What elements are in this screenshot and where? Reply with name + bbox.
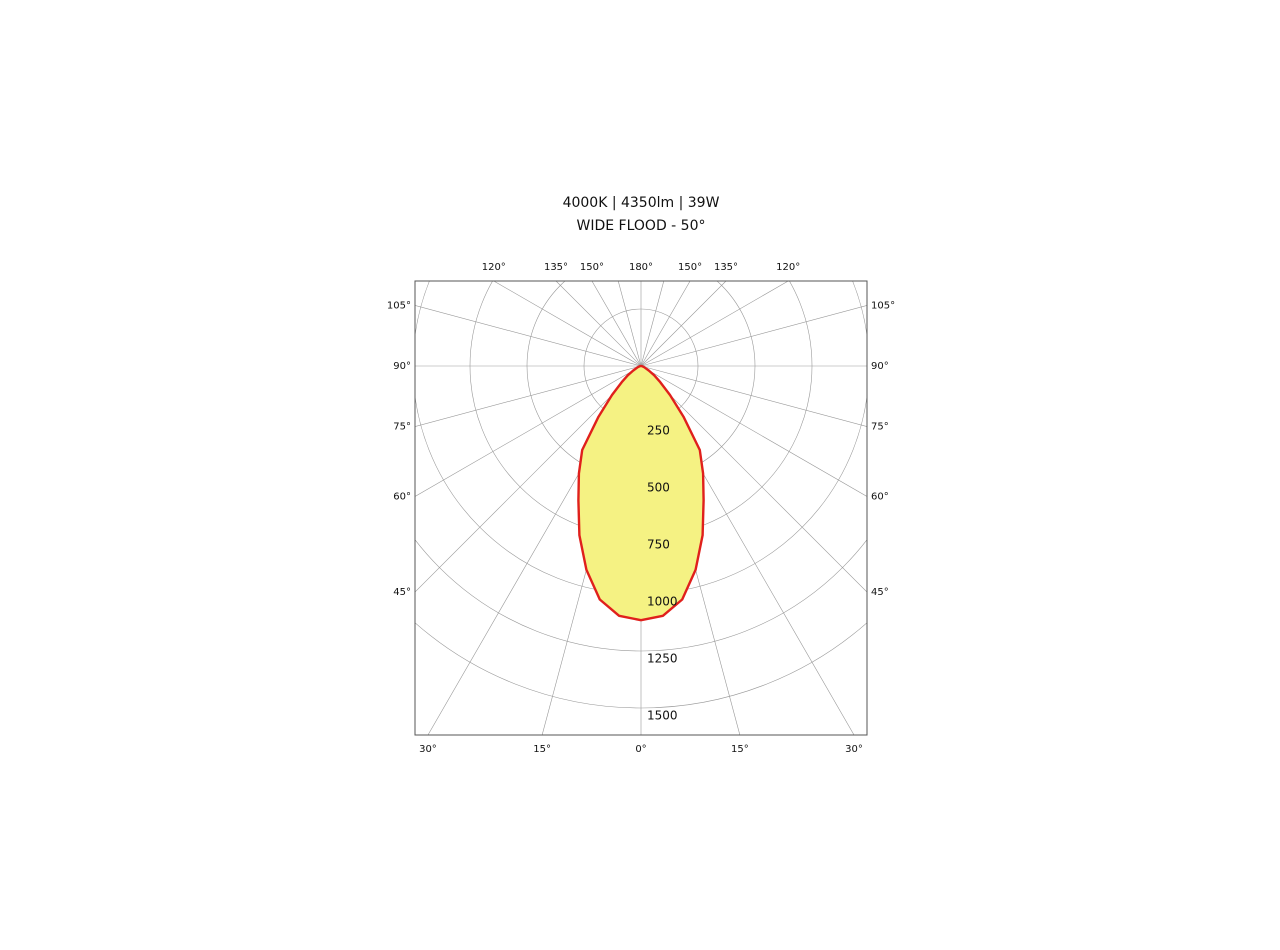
- r-tick-label: 1000: [647, 595, 678, 609]
- angle-label: 90°: [871, 361, 889, 372]
- angle-label: 0°: [635, 744, 646, 755]
- grid-ray: [555, 281, 642, 367]
- angle-label: 30°: [419, 744, 437, 755]
- angle-label: 105°: [871, 300, 895, 311]
- grid-ray: [640, 281, 727, 367]
- plot-frame: [414, 280, 868, 736]
- angle-label: 30°: [845, 744, 863, 755]
- chart-subtitle: WIDE FLOOD - 50°: [577, 218, 706, 234]
- chart-title: 4000K | 4350lm | 39W: [563, 195, 720, 211]
- angle-label: 180°: [629, 262, 653, 273]
- grid-ray: [415, 365, 642, 593]
- r-tick-label: 250: [647, 424, 670, 438]
- angle-label: 60°: [393, 491, 411, 502]
- r-tick-label: 500: [647, 481, 670, 495]
- angle-label: 45°: [393, 587, 411, 598]
- r-tick-label: 750: [647, 538, 670, 552]
- grid-ray: [415, 365, 642, 427]
- grid-ray: [640, 365, 867, 593]
- r-tick-label: 1250: [647, 652, 678, 666]
- grid-ray: [415, 305, 642, 367]
- r-tick-label: 1500: [647, 709, 678, 723]
- grid-ray: [640, 365, 867, 497]
- angle-label: 15°: [533, 744, 551, 755]
- grid-ray: [591, 281, 642, 367]
- angle-label: 120°: [482, 262, 506, 273]
- angle-label: 135°: [714, 262, 738, 273]
- grid-ray: [640, 281, 665, 367]
- grid-ray: [640, 281, 789, 367]
- angle-label: 60°: [871, 491, 889, 502]
- angle-label: 15°: [731, 744, 749, 755]
- angle-label: 75°: [393, 422, 411, 433]
- grid-ray: [640, 305, 867, 367]
- grid-ray: [640, 281, 691, 367]
- angle-label: 150°: [580, 262, 604, 273]
- grid-ray: [617, 281, 642, 367]
- angle-label: 135°: [544, 262, 568, 273]
- angle-label: 75°: [871, 422, 889, 433]
- grid-ray: [415, 365, 642, 497]
- grid-ray: [493, 281, 642, 367]
- angle-label: 120°: [776, 262, 800, 273]
- angle-label: 105°: [387, 300, 411, 311]
- grid-ray: [640, 365, 867, 427]
- angle-label: 90°: [393, 361, 411, 372]
- intensity-curve: [577, 364, 705, 622]
- angle-label: 45°: [871, 587, 889, 598]
- angle-label: 150°: [678, 262, 702, 273]
